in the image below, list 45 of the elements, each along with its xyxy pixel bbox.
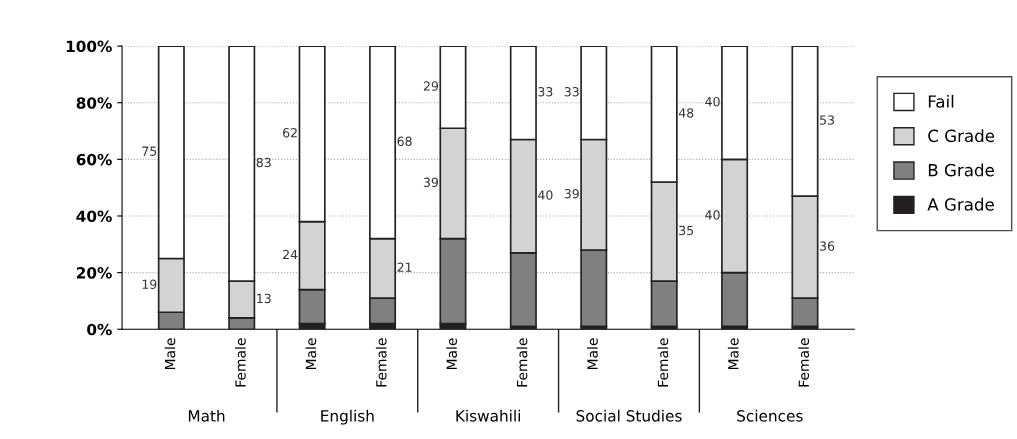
x-tick-label: Female [375, 338, 387, 387]
x-tick-label: Male [164, 338, 176, 370]
data-label: 68 [397, 136, 412, 146]
legend-label: C Grade [928, 129, 995, 143]
text: Kiswahili [456, 409, 520, 422]
data-label: 33 [564, 86, 579, 97]
x-tick-label: Male [587, 338, 598, 370]
x-tick-label: Male [305, 338, 317, 370]
y-tick-label: 0% [87, 323, 112, 336]
data-label: 36 [820, 241, 835, 251]
data-label: 62 [283, 128, 297, 138]
data-label: 19 [142, 279, 157, 289]
text: Social Studies [576, 409, 682, 422]
x-tick-label: Female [235, 338, 246, 387]
data-label: 39 [423, 177, 438, 188]
data-label: 39 [564, 188, 579, 199]
data-label: 29 [423, 81, 438, 91]
data-label: 40 [538, 190, 553, 200]
text: Math [188, 409, 225, 422]
data-label: 40 [705, 210, 720, 220]
y-tick-label: 60% [76, 153, 112, 166]
data-label: 83 [256, 157, 271, 168]
y-tick-label: 20% [76, 267, 112, 279]
data-label: 40 [705, 96, 720, 107]
x-tick-label: Female [516, 338, 528, 387]
y-tick-label: 80% [76, 97, 112, 109]
data-label: 35 [679, 225, 694, 236]
data-label: 53 [820, 115, 834, 125]
data-label: 33 [538, 86, 553, 97]
text: Sciences [737, 409, 803, 422]
legend-label: A Grade [927, 197, 994, 211]
data-label: 13 [257, 293, 271, 304]
data-label: 75 [142, 146, 157, 156]
y-tick-label: 40% [76, 210, 112, 223]
x-tick-label: Male [727, 338, 739, 370]
data-label: 48 [678, 108, 694, 118]
data-label: 21 [397, 262, 412, 272]
text: English [321, 409, 374, 425]
legend-label: Fail [928, 94, 954, 108]
x-tick-label: Female [798, 338, 810, 387]
x-tick-label: Male [446, 338, 457, 370]
data-label: 24 [283, 249, 298, 260]
legend-label: B Grade [928, 163, 994, 177]
y-tick-label: 100% [66, 40, 112, 53]
x-tick-label: Female [657, 338, 669, 387]
